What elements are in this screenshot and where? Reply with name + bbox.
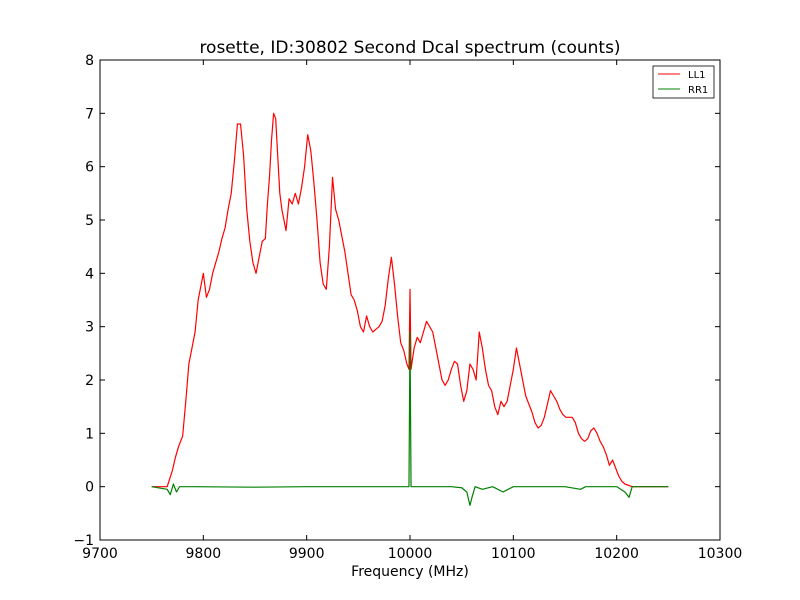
y-tick-label: 1 xyxy=(85,426,94,442)
x-tick-label: 9800 xyxy=(186,546,222,562)
y-axis-ticks: −1 0 1 2 3 4 5 6 7 8 xyxy=(73,53,720,549)
y-tick-label: −1 xyxy=(73,533,94,549)
plot-area: 9700 9800 9900 10000 10100 10200 10300 −1 0 1 2 3 4… xyxy=(73,53,742,562)
y-tick-label: 7 xyxy=(85,106,94,122)
x-tick-label: 9700 xyxy=(82,546,118,562)
x-tick-label: 10300 xyxy=(698,546,743,562)
x-tick-label: 9900 xyxy=(289,546,325,562)
y-tick-label: 6 xyxy=(85,160,94,176)
x-axis-ticks: 9700 9800 9900 10000 10100 10200 10300 xyxy=(82,60,742,562)
y-tick-label: 0 xyxy=(85,480,94,496)
y-tick-label: 5 xyxy=(85,213,94,229)
chart-title: rosette, ID:30802 Second Dcal spectrum (… xyxy=(199,38,620,58)
series-layer xyxy=(151,112,669,506)
series-line-ll1 xyxy=(151,112,669,488)
y-tick-label: 3 xyxy=(85,320,94,336)
y-tick-label: 8 xyxy=(85,53,94,69)
legend-label-ll1: LL1 xyxy=(688,70,706,81)
x-tick-label: 10100 xyxy=(491,546,536,562)
x-axis-label: Frequency (MHz) xyxy=(351,564,469,580)
legend-box xyxy=(652,65,715,99)
series-line-rr1 xyxy=(151,331,669,506)
legend-label-rr1: RR1 xyxy=(688,85,708,96)
y-tick-label: 2 xyxy=(85,373,94,389)
y-tick-label: 4 xyxy=(85,266,94,282)
x-tick-label: 10000 xyxy=(388,546,433,562)
x-tick-label: 10200 xyxy=(594,546,639,562)
legend: LL1 RR1 xyxy=(652,65,715,99)
